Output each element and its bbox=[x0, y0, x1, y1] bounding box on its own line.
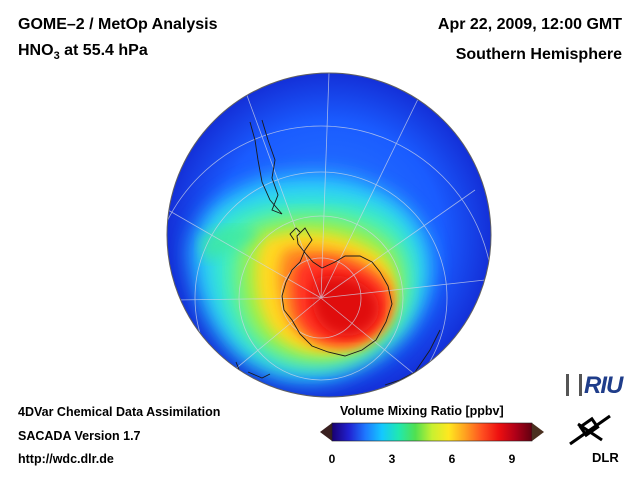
footer-method: 4DVar Chemical Data Assimilation bbox=[18, 405, 221, 419]
colorbar-tick-label: 0 bbox=[328, 452, 336, 466]
colorbar-low-arrow bbox=[320, 423, 332, 441]
pressure-level: at 55.4 hPa bbox=[59, 42, 148, 59]
footer-url[interactable]: http://wdc.dlr.de bbox=[18, 452, 114, 466]
dlr-emblem-icon bbox=[569, 414, 611, 446]
species-formula: HNO bbox=[18, 42, 54, 59]
colorbar-title: Volume Mixing Ratio [ppbv] bbox=[340, 404, 504, 418]
globe-outline bbox=[166, 72, 492, 398]
riu-logo: RIU bbox=[566, 372, 623, 400]
vmr-field bbox=[167, 73, 491, 397]
colorbar-tick-label: 3 bbox=[388, 452, 396, 466]
title-instrument: GOME–2 / MetOp Analysis bbox=[18, 16, 218, 33]
colorbar-bar bbox=[331, 422, 533, 442]
colorbar-tick-label: 6 bbox=[448, 452, 456, 466]
graticule bbox=[167, 73, 491, 397]
footer-version: SACADA Version 1.7 bbox=[18, 429, 141, 443]
colorbar bbox=[320, 422, 544, 442]
species-subscript: 3 bbox=[53, 50, 60, 63]
riu-logo-text: RIU bbox=[584, 372, 623, 399]
title-species: HNO3 at 55.4 hPa bbox=[18, 42, 148, 62]
colorbar-tick-label: 9 bbox=[508, 452, 516, 466]
dlr-logo-text: DLR bbox=[592, 450, 619, 465]
date-label: Apr 22, 2009, 12:00 GMT bbox=[437, 16, 622, 33]
riu-tower-icon bbox=[566, 374, 582, 396]
colorbar-high-arrow bbox=[532, 423, 544, 441]
region-label: Southern Hemisphere bbox=[455, 46, 622, 63]
